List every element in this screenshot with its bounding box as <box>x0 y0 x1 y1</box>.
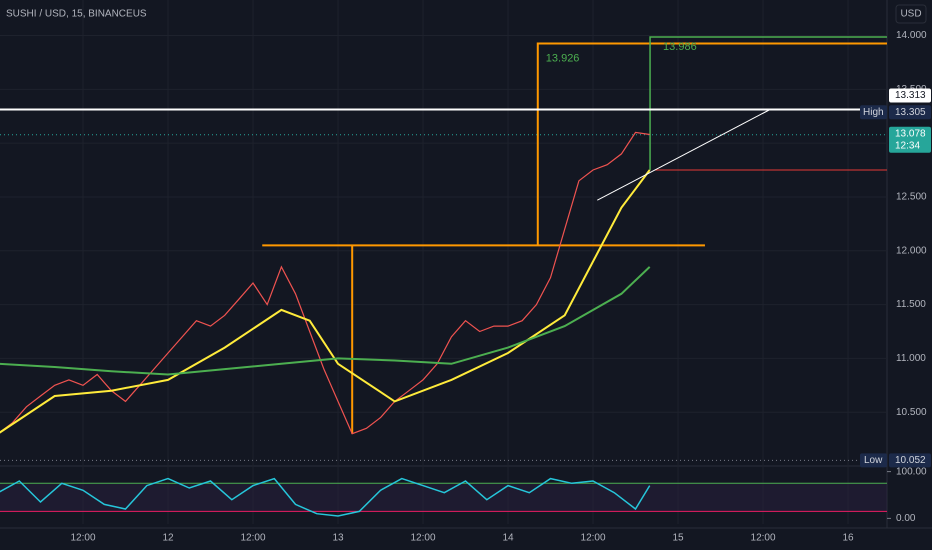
currency-box <box>895 4 927 24</box>
oscillator-tick-label: 100.00 <box>896 466 927 477</box>
green-drawing <box>649 36 887 171</box>
x-tick-label: 12:00 <box>581 533 606 544</box>
x-tick-label: 16 <box>842 533 854 544</box>
high-label: High <box>863 107 884 118</box>
x-tick-label: 12:00 <box>751 533 776 544</box>
x-tick-label: 13 <box>332 533 344 544</box>
y-tick-label: 10.500 <box>896 407 927 418</box>
high-tag <box>860 105 887 120</box>
trend-line <box>597 109 771 201</box>
last-box <box>889 126 931 153</box>
x-tick-label: 12:00 <box>411 533 436 544</box>
high-value: 13.305 <box>895 107 926 118</box>
countdown: 12:34 <box>895 140 920 151</box>
low-value-box <box>889 453 931 468</box>
currency: USD <box>900 9 921 20</box>
orange-drawing <box>262 42 887 434</box>
y-tick-label: 14.000 <box>896 30 927 41</box>
y-tick-label: 12.000 <box>896 245 927 256</box>
x-tick-label: 12 <box>162 533 174 544</box>
oscillator-tick-label: 0.00 <box>896 513 916 524</box>
low-label: Low <box>864 455 883 466</box>
y-tick-label: 12.500 <box>896 192 927 203</box>
chart-title: SUSHI / USD, 15, BINANCEUS <box>6 9 147 20</box>
oscillator-line <box>0 477 651 517</box>
y-tick-label: 11.000 <box>896 353 926 364</box>
oscillator-band <box>0 483 887 512</box>
high-value-box <box>889 105 931 120</box>
orange-label: 13.926 <box>546 52 580 64</box>
price-line <box>0 266 651 376</box>
x-tick-label: 12:00 <box>71 533 96 544</box>
marker-price-label-box <box>889 88 931 103</box>
marker-price-label: 13.313 <box>895 90 926 101</box>
last-value: 13.078 <box>895 128 926 139</box>
price-line <box>0 131 650 435</box>
low-value: 10.052 <box>895 455 926 466</box>
x-tick-label: 15 <box>672 533 684 544</box>
x-tick-label: 14 <box>502 533 514 544</box>
green-label: 13.986 <box>663 41 697 53</box>
price-line <box>0 169 651 434</box>
low-tag <box>860 453 887 468</box>
y-tick-label: 11.500 <box>896 299 926 310</box>
x-tick-label: 12:00 <box>241 533 266 544</box>
